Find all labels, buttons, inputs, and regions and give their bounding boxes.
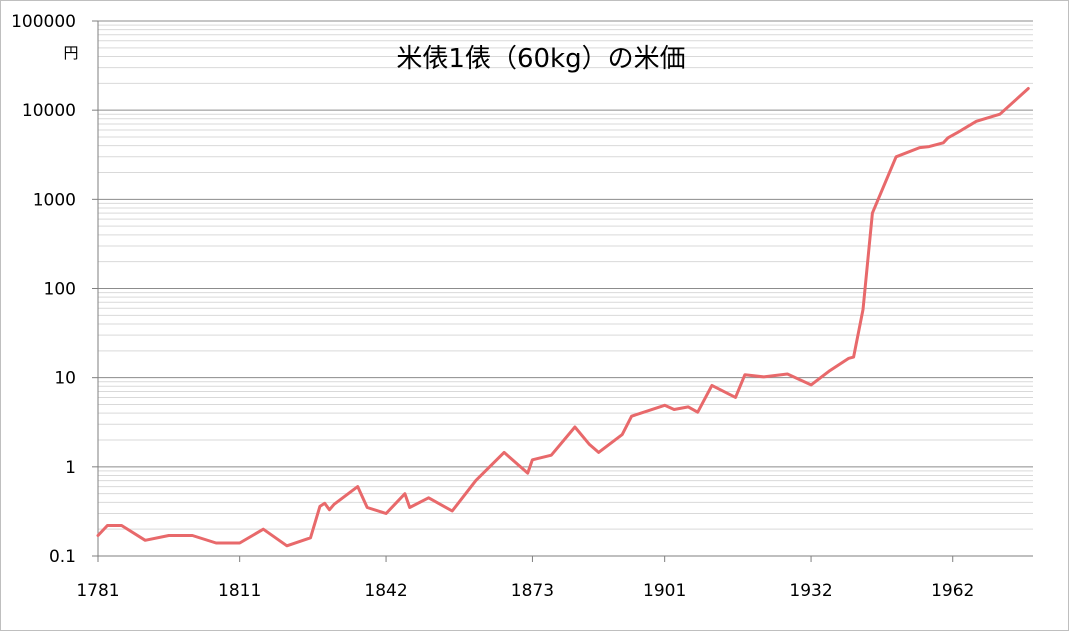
- series-group: [96, 87, 1030, 548]
- x-tick-label: 1781: [76, 581, 119, 601]
- x-tick-label: 1811: [218, 581, 261, 601]
- y-tick-label: 100000: [11, 12, 76, 32]
- x-tick-label: 1842: [364, 581, 407, 601]
- x-tick-label: 1901: [643, 581, 686, 601]
- minor-gridlines: [98, 24, 1033, 530]
- x-tick-label: 1962: [931, 581, 974, 601]
- y-axis-unit-label: 円: [63, 44, 78, 62]
- y-tick-label: 10: [54, 369, 76, 389]
- rice-price-series-line: [96, 87, 1030, 548]
- x-axis-tick-labels: 1781 1811 1842 1873 1901 1932 1962: [76, 581, 974, 601]
- x-tick-label: 1932: [789, 581, 832, 601]
- y-axis-tick-labels: 0.1 1 10 100 1000 10000 100000: [11, 12, 76, 567]
- chart-title: 米俵1俵（60kg）の米価: [396, 44, 685, 74]
- x-tick-label: 1873: [511, 581, 554, 601]
- axes: [92, 20, 1033, 562]
- y-tick-label: 10000: [22, 101, 76, 121]
- y-tick-label: 1000: [33, 190, 76, 210]
- y-tick-label: 1: [65, 458, 76, 478]
- y-tick-label: 0.1: [49, 547, 76, 567]
- y-tick-label: 100: [44, 280, 76, 300]
